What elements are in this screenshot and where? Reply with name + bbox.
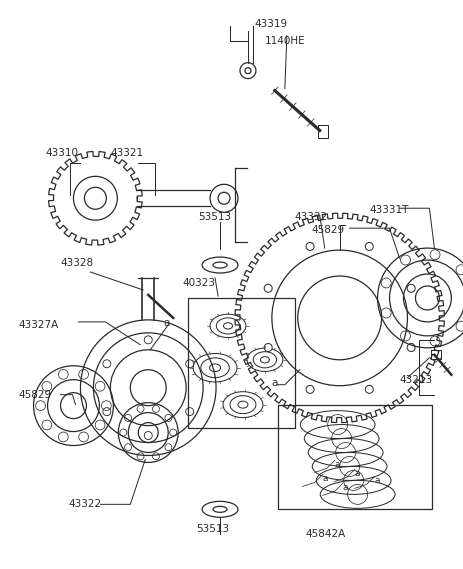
Circle shape [144,336,152,344]
Circle shape [306,385,313,393]
Text: 43310: 43310 [45,149,78,158]
Text: a: a [270,378,277,387]
Circle shape [103,407,111,415]
Text: a: a [322,475,327,484]
Text: 1140HE: 1140HE [264,36,305,46]
Circle shape [103,360,111,368]
Text: 43322: 43322 [69,500,101,509]
Text: 40323: 40323 [182,278,215,288]
Text: 43319: 43319 [254,19,288,29]
Text: a: a [342,484,347,492]
Circle shape [407,284,414,292]
Circle shape [185,360,193,368]
Circle shape [144,431,152,439]
Circle shape [263,284,272,292]
Text: 53513: 53513 [198,212,231,222]
Text: 43213: 43213 [399,375,432,385]
Text: a: a [334,460,339,469]
Text: 43331T: 43331T [369,205,408,215]
Circle shape [306,242,313,250]
Text: 45829: 45829 [19,390,52,399]
Text: a: a [163,318,169,328]
Text: a: a [374,476,379,485]
Text: 53513: 53513 [196,524,229,534]
Circle shape [263,344,272,352]
Text: 43327A: 43327A [19,320,59,330]
Text: 43332: 43332 [294,212,327,222]
Circle shape [364,385,372,393]
Text: 45829: 45829 [311,225,344,235]
Text: 43328: 43328 [60,258,94,268]
Circle shape [185,407,193,415]
Circle shape [407,344,414,352]
Circle shape [364,242,372,250]
Bar [188,298,294,427]
Text: 45842A: 45842A [305,529,345,539]
Bar [277,405,432,509]
Text: 43321: 43321 [110,149,143,158]
Text: a: a [354,469,359,479]
